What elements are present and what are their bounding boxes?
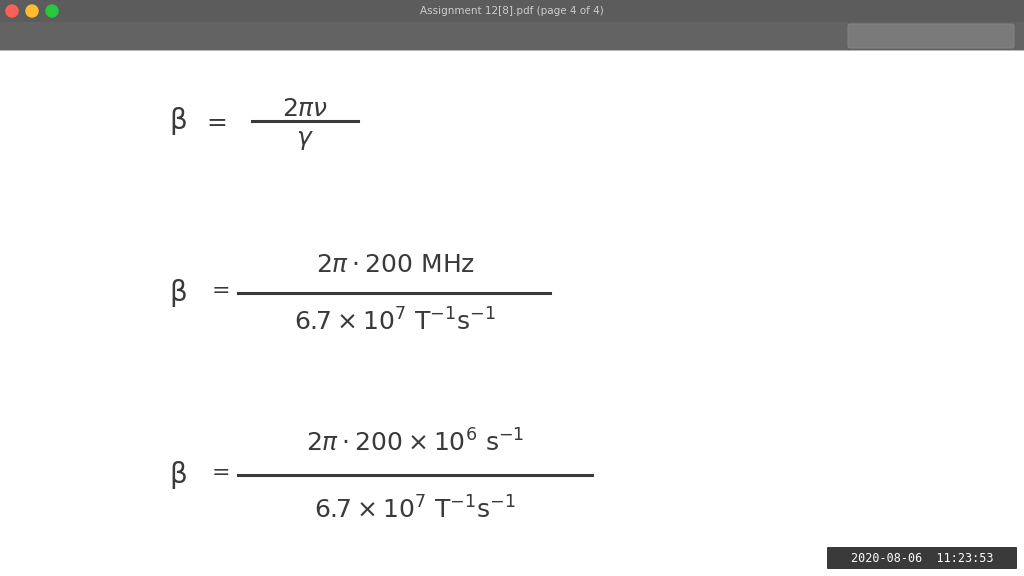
Circle shape [26, 5, 38, 17]
FancyBboxPatch shape [0, 22, 1024, 50]
FancyBboxPatch shape [848, 24, 1014, 48]
Circle shape [6, 5, 18, 17]
Text: $\mathsf{\beta}$: $\mathsf{\beta}$ [169, 105, 186, 137]
Text: 2020-08-06  11:23:53: 2020-08-06 11:23:53 [851, 551, 993, 564]
Text: $2\pi \cdot 200 \times 10^6\ \mathsf{s^{-1}}$: $2\pi \cdot 200 \times 10^6\ \mathsf{s^{… [306, 429, 524, 457]
FancyBboxPatch shape [827, 547, 1017, 569]
Text: Assignment 12[8].pdf (page 4 of 4): Assignment 12[8].pdf (page 4 of 4) [420, 6, 604, 16]
Text: $\mathsf{\beta}$: $\mathsf{\beta}$ [169, 459, 186, 491]
FancyBboxPatch shape [0, 0, 1024, 22]
Circle shape [46, 5, 58, 17]
Text: $\gamma$: $\gamma$ [296, 128, 314, 152]
Text: $6.7 \times 10^7\ \mathsf{T^{-1}s^{-1}}$: $6.7 \times 10^7\ \mathsf{T^{-1}s^{-1}}$ [314, 497, 516, 524]
Text: $2\pi\nu$: $2\pi\nu$ [282, 97, 328, 121]
Text: $=$: $=$ [207, 461, 229, 481]
Text: $6.7 \times 10^7\ \mathsf{T^{-1}s^{-1}}$: $6.7 \times 10^7\ \mathsf{T^{-1}s^{-1}}$ [294, 308, 496, 336]
Text: $\mathsf{\beta}$: $\mathsf{\beta}$ [169, 277, 186, 309]
Text: $2\pi \cdot 200\ \mathsf{MHz}$: $2\pi \cdot 200\ \mathsf{MHz}$ [315, 253, 474, 277]
Text: $=$: $=$ [203, 109, 227, 133]
Text: $=$: $=$ [207, 279, 229, 299]
FancyBboxPatch shape [0, 50, 1024, 576]
